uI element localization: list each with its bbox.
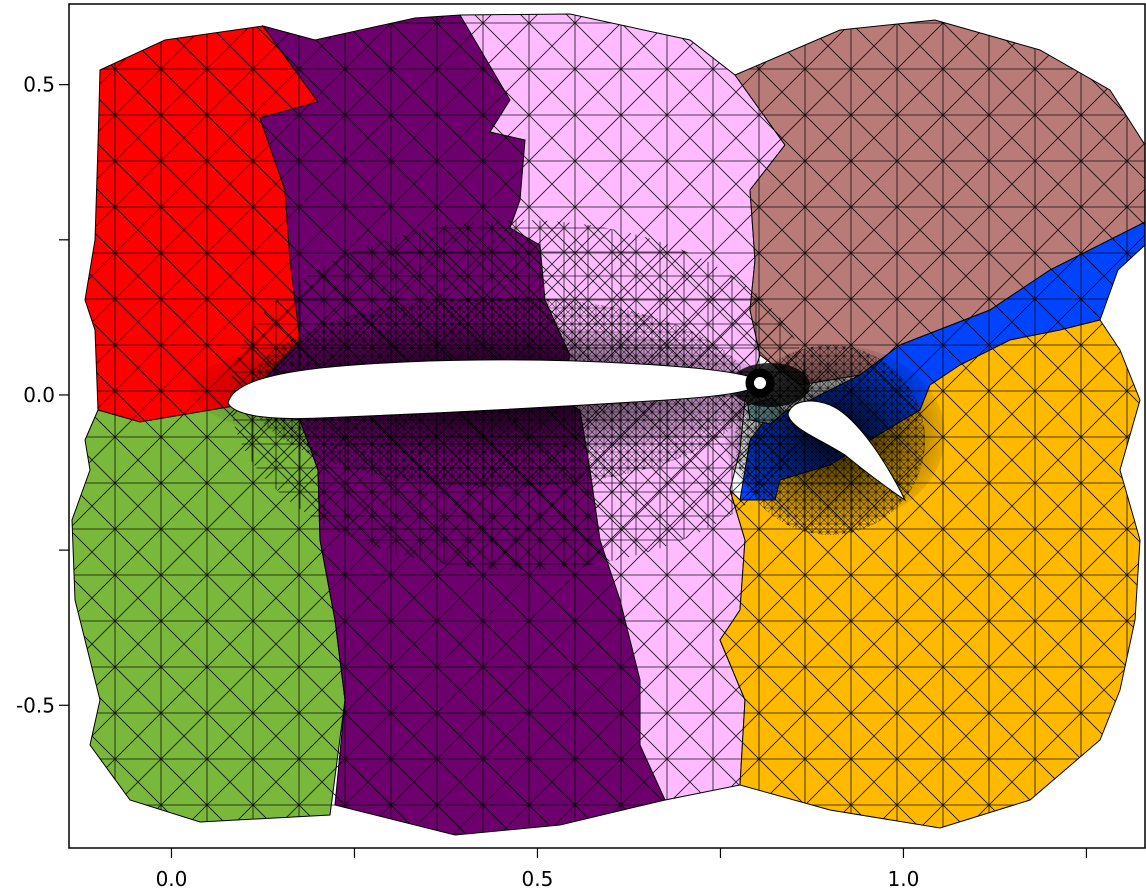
- x-tick-label: 1.0: [888, 867, 920, 891]
- y-tick-label: 0.0: [23, 383, 55, 407]
- y-tick-label: -0.5: [16, 693, 55, 717]
- flap-airfoil: [787, 400, 907, 502]
- slot-gap-hole: [754, 377, 766, 389]
- airfoil-bodies: [227, 359, 907, 502]
- mesh-edges: [72, 14, 1145, 835]
- x-tick-label: 0.5: [522, 867, 554, 891]
- x-tick-label: 0.0: [156, 867, 188, 891]
- axes: 0.0 0.5 1.0 0.5 0.0 -0.5: [16, 3, 1146, 891]
- y-tick-label: 0.5: [23, 73, 55, 97]
- plot-frame: [68, 3, 1146, 849]
- ticks: 0.0 0.5 1.0 0.5 0.0 -0.5: [16, 73, 1088, 891]
